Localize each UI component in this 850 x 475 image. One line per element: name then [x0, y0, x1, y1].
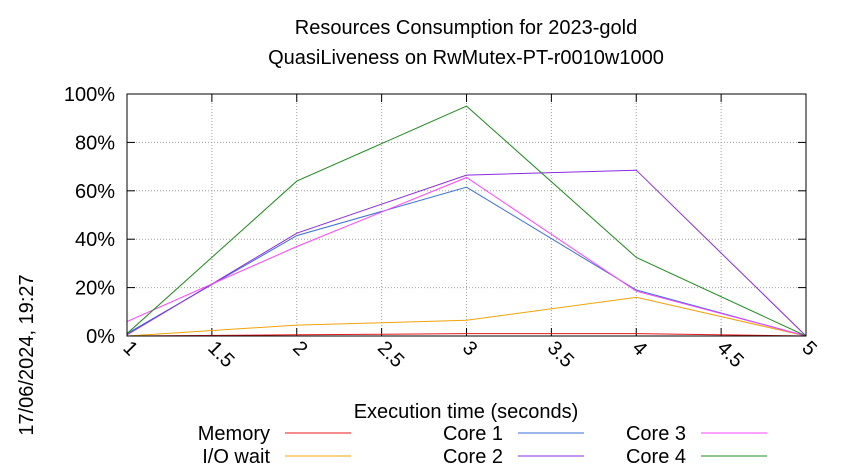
- legend-label-core-3: Core 3: [626, 423, 686, 445]
- legend-label-core-4: Core 4: [626, 446, 686, 468]
- series-line-core-2: [126, 169, 807, 337]
- legend-label-i-o-wait: I/O wait: [202, 446, 270, 468]
- y-axis-ticks: 0% 20% 40% 60% 80% 100%: [64, 84, 806, 348]
- chart-title-line1: Resources Consumption for 2023-gold: [295, 17, 637, 39]
- legend-label-core-2: Core 2: [443, 446, 503, 468]
- y-tick-label: 20%: [75, 278, 115, 300]
- series-line-i-o-wait: [126, 296, 807, 337]
- y-tick-label: 80%: [75, 132, 115, 154]
- series-line-core-4: [126, 105, 807, 337]
- series-lines: [126, 105, 807, 337]
- x-tick-label: 3.5: [543, 337, 578, 372]
- chart-title-line2: QuasiLiveness on RwMutex-PT-r0010w1000: [268, 47, 664, 69]
- grid-lines: [127, 94, 806, 336]
- x-tick-label: 2: [288, 337, 311, 360]
- x-axis-ticks: 1 1.5 2 2.5 3 3.5 4 4.5 5: [118, 94, 821, 372]
- x-tick-label: 4.5: [713, 337, 748, 372]
- legend-label-core-1: Core 1: [443, 423, 503, 445]
- x-tick-label: 1: [118, 337, 141, 360]
- y-tick-label: 40%: [75, 229, 115, 251]
- timestamp-label: 17/06/2024, 19:27: [16, 274, 38, 435]
- plot-frame: [126, 93, 807, 337]
- y-tick-label: 100%: [64, 84, 115, 106]
- series-line-memory: [126, 333, 807, 337]
- x-tick-label: 1.5: [203, 337, 238, 372]
- x-axis-label: Execution time (seconds): [354, 401, 579, 423]
- y-tick-label: 0%: [86, 326, 115, 348]
- series-line-core-3: [126, 176, 807, 337]
- x-tick-label: 2.5: [373, 337, 408, 372]
- x-tick-label: 3: [458, 337, 481, 360]
- legend-label-memory: Memory: [198, 423, 270, 445]
- series-line-core-1: [126, 186, 807, 337]
- y-tick-label: 60%: [75, 181, 115, 203]
- x-tick-label: 4: [628, 337, 651, 360]
- x-tick-label: 5: [797, 337, 820, 360]
